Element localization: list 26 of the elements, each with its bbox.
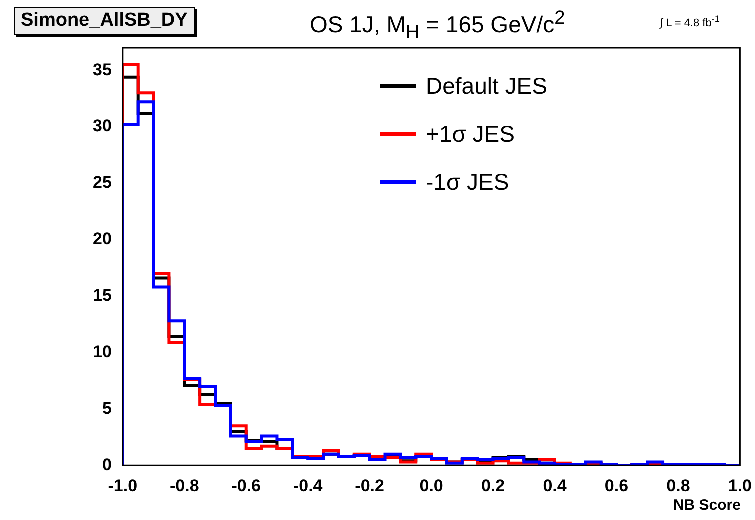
text: ∫ L = 4.8 fb$^{-1}$ [660, 14, 720, 30]
x-tick-label: 0.4 [543, 476, 568, 496]
x-tick-label: 1.0 [728, 476, 752, 496]
x-axis-title: NB Score [673, 497, 741, 514]
x-tick-label: -0.2 [355, 476, 384, 496]
y-tick-label: 10 [92, 342, 112, 362]
y-tick-label: 0 [102, 455, 112, 474]
legend-label: -1σ JES [426, 168, 510, 196]
chart-title: OS 1J, M$_{H}$ = 165 GeV/c$^{2}$ [310, 8, 566, 44]
y-tick-label: 25 [92, 173, 112, 192]
x-tick-label: 0.6 [604, 476, 629, 496]
y-tick-label: 35 [92, 60, 112, 80]
legend-label: +1σ JES [426, 120, 515, 148]
x-tick-label: -0.8 [170, 476, 200, 496]
x-tick-label: -1.0 [108, 476, 138, 496]
legend-label: Default JES [426, 72, 548, 100]
x-tick-label: -0.4 [293, 476, 324, 496]
y-tick-label: 5 [102, 398, 112, 418]
y-tick-label: 30 [92, 116, 112, 136]
y-tick-label: 15 [92, 286, 112, 305]
x-tick-label: -0.6 [232, 476, 262, 496]
x-tick-label: 0.2 [481, 476, 506, 496]
text: Simone_AllSB_DY [14, 7, 195, 35]
x-tick-label: 0.0 [420, 476, 444, 496]
x-tick-label: 0.8 [666, 476, 690, 496]
y-tick-label: 20 [92, 230, 112, 249]
